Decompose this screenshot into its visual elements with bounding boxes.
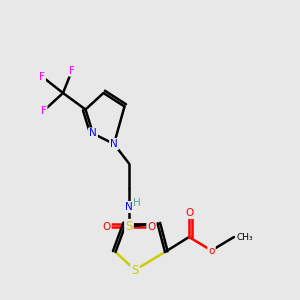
Text: O: O [147,221,156,232]
Text: H: H [133,197,140,208]
Text: CH₃: CH₃ [237,232,253,242]
Text: F: F [39,71,45,82]
Text: F: F [40,106,46,116]
Text: N: N [125,202,133,212]
Text: O: O [102,221,111,232]
Text: S: S [125,220,133,233]
Text: S: S [131,263,139,277]
Text: N: N [89,128,97,139]
Text: N: N [110,139,118,149]
Text: F: F [69,65,75,76]
Text: o: o [208,245,215,256]
Text: O: O [185,208,193,218]
